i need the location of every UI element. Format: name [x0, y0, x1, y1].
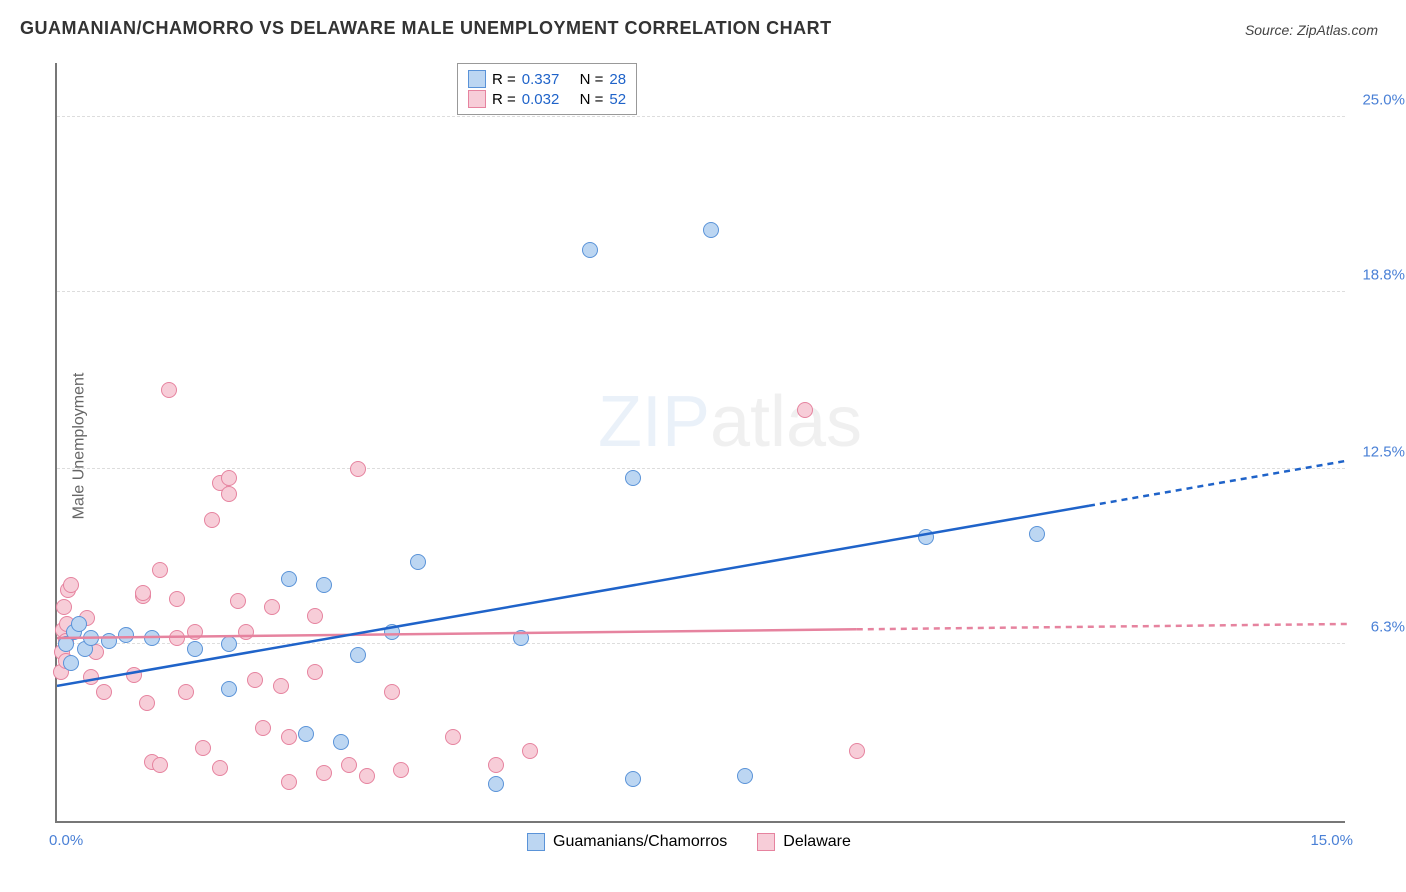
- correlation-chart: GUAMANIAN/CHAMORRO VS DELAWARE MALE UNEM…: [0, 0, 1406, 892]
- plot-area: ZIPatlas R = 0.337 N = 28 R = 0.032 N = …: [55, 63, 1345, 823]
- series-legend: Guamanians/Chamorros Delaware: [527, 833, 851, 851]
- y-tick-label: 12.5%: [1362, 444, 1405, 461]
- trend-line-guam: [57, 61, 1347, 821]
- source-credit: Source: ZipAtlas.com: [1245, 22, 1378, 38]
- legend-item-guam: Guamanians/Chamorros: [527, 833, 727, 851]
- y-tick-label: 6.3%: [1371, 618, 1405, 635]
- x-tick-label: 15.0%: [1310, 832, 1353, 849]
- chart-title: GUAMANIAN/CHAMORRO VS DELAWARE MALE UNEM…: [20, 18, 832, 39]
- x-tick-label: 0.0%: [49, 832, 83, 849]
- legend-item-del: Delaware: [757, 833, 851, 851]
- y-tick-label: 25.0%: [1362, 92, 1405, 109]
- legend-label-del: Delaware: [783, 833, 851, 851]
- y-tick-label: 18.8%: [1362, 266, 1405, 283]
- swatch-guam: [527, 833, 545, 851]
- swatch-del: [757, 833, 775, 851]
- legend-label-guam: Guamanians/Chamorros: [553, 833, 727, 851]
